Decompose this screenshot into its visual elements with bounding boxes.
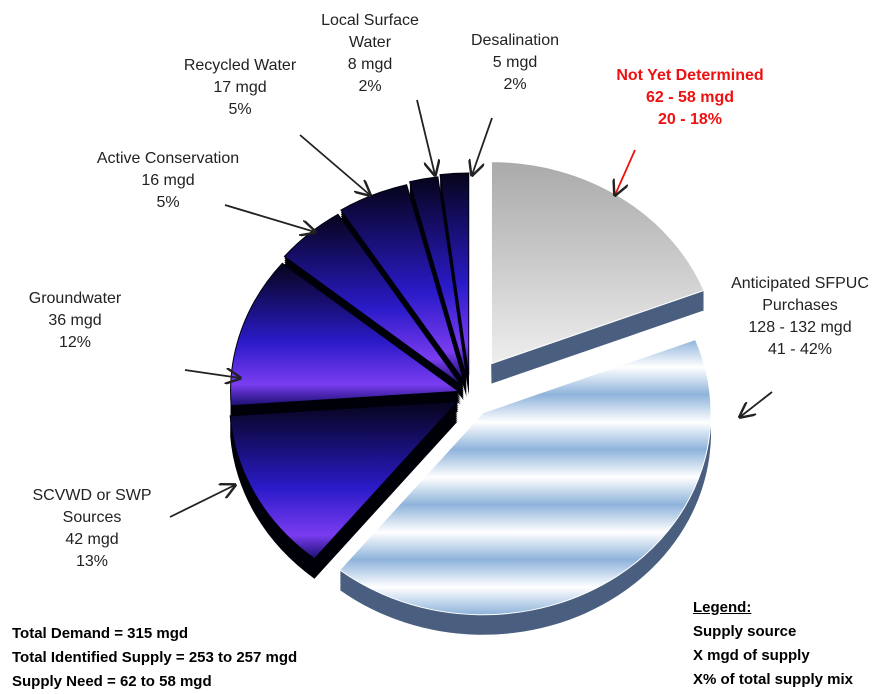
slice-label: Anticipated SFPUC Purchases 128 - 132 mgd… — [705, 273, 881, 361]
legend-line: X mgd of supply — [693, 647, 810, 664]
arrow — [615, 149, 636, 195]
label-supply: 17 mgd — [213, 79, 267, 96]
label-name: Active Conservation — [96, 150, 240, 167]
label-share: 41 - 42% — [767, 341, 833, 358]
label-share: 2% — [358, 78, 382, 95]
legend-title: Legend: — [693, 599, 752, 616]
label-name: Not Yet Determined — [616, 67, 764, 84]
label-supply: 5 mgd — [492, 54, 538, 71]
label-name: Local Surface Water — [321, 12, 419, 51]
label-supply: 16 mgd — [141, 172, 195, 189]
arrow — [224, 204, 315, 232]
arrow — [299, 134, 370, 195]
label-name: Recycled Water — [183, 57, 297, 74]
arrow — [740, 391, 773, 417]
slice-label: SCVWD or SWP Sources 42 mgd 13% — [7, 485, 177, 573]
slice-label: Active Conservation 16 mgd 5% — [93, 148, 243, 214]
note: Supply Need = 62 to 58 mgd — [12, 673, 212, 690]
label-supply: 128 - 132 mgd — [748, 319, 852, 336]
slice-label: Desalination 5 mgd 2% — [445, 30, 585, 96]
slice — [339, 338, 712, 616]
legend-line: X% of total supply mix — [693, 671, 854, 688]
label-supply: 36 mgd — [48, 312, 102, 329]
slice-label: Local Surface Water 8 mgd 2% — [300, 10, 440, 98]
slice — [230, 262, 460, 407]
slice-label: Recycled Water 17 mgd 5% — [165, 55, 315, 121]
arrow — [169, 485, 235, 518]
label-name: Anticipated SFPUC Purchases — [731, 275, 869, 314]
note: Total Identified Supply = 253 to 257 mgd — [12, 649, 298, 666]
label-supply: 8 mgd — [347, 56, 393, 73]
legend-line: Supply source — [693, 623, 797, 640]
label-supply: 62 - 58 mgd — [645, 89, 735, 106]
label-supply: 42 mgd — [65, 531, 119, 548]
label-share: 20 - 18% — [657, 111, 723, 128]
label-name: Groundwater — [28, 290, 122, 307]
notes: Total Demand = 315 mgd Total Identified … — [12, 622, 297, 694]
label-share: 5% — [156, 194, 180, 211]
arrow — [184, 370, 240, 378]
slice-label: Not Yet Determined 62 - 58 mgd 20 - 18% — [610, 65, 770, 131]
slice-label: Groundwater 36 mgd 12% — [5, 288, 145, 354]
label-share: 2% — [503, 76, 527, 93]
label-share: 13% — [75, 553, 109, 570]
slice — [229, 400, 459, 560]
label-share: 12% — [58, 334, 92, 351]
note: Total Demand = 315 mgd — [12, 625, 189, 642]
legend: Legend: Supply source X mgd of supply X%… — [693, 596, 853, 692]
arrow — [472, 117, 493, 175]
arrow — [416, 99, 435, 175]
label-share: 5% — [228, 101, 252, 118]
label-name: Desalination — [470, 32, 560, 49]
label-name: SCVWD or SWP Sources — [32, 487, 152, 526]
